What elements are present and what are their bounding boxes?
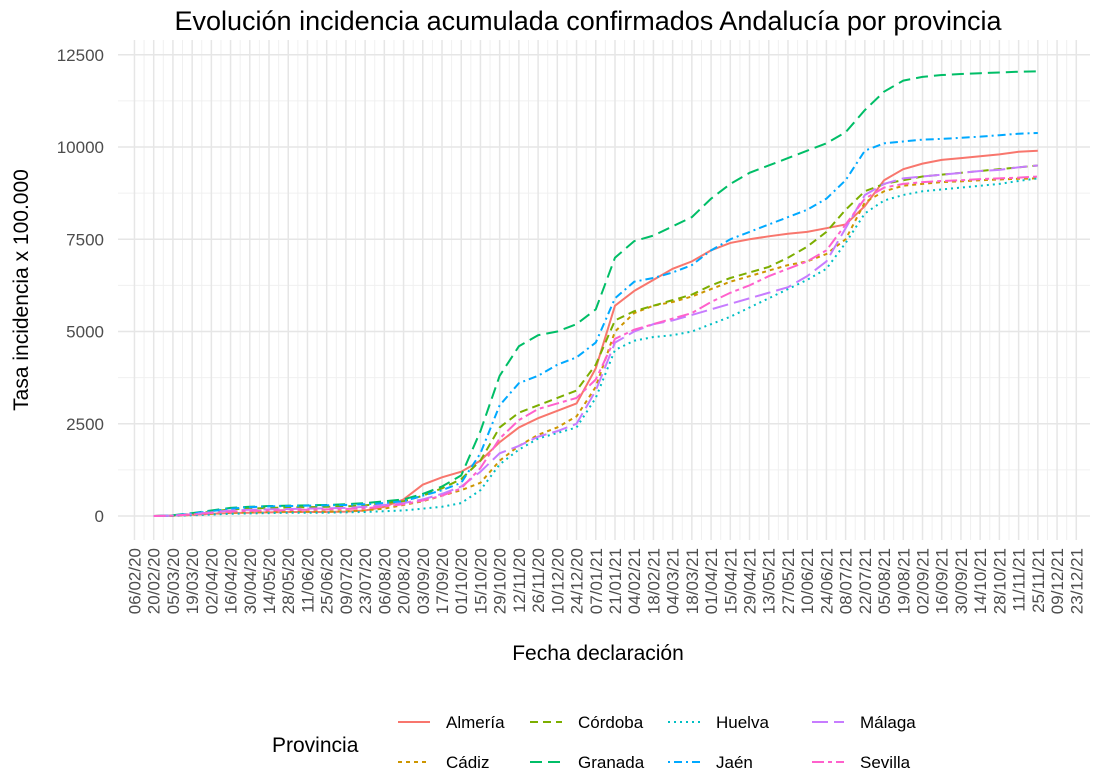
- x-tick-label: 20/08/20: [395, 548, 414, 614]
- x-tick-label: 09/07/20: [337, 548, 356, 614]
- x-tick-label: 07/01/21: [587, 548, 606, 614]
- legend-label: Jaén: [716, 753, 753, 772]
- x-tick-label: 28/05/20: [279, 548, 298, 614]
- x-tick-label: 11/11/21: [1010, 548, 1029, 612]
- x-tick-label: 09/12/21: [1048, 548, 1067, 614]
- x-tick-label: 30/04/20: [241, 548, 260, 614]
- x-tick-label: 05/08/21: [875, 548, 894, 614]
- x-tick-label: 25/06/20: [318, 548, 337, 614]
- x-tick-label: 14/05/20: [260, 548, 279, 614]
- legend-item: Sevilla: [812, 753, 911, 772]
- x-tick-label: 16/09/21: [933, 548, 952, 614]
- legend-label: Granada: [578, 753, 645, 772]
- legend-item: Huelva: [668, 713, 769, 732]
- x-tick-label: 18/02/21: [644, 548, 663, 614]
- legend-item: Málaga: [812, 713, 916, 732]
- x-tick-label: 23/07/20: [356, 548, 375, 614]
- x-tick-label: 10/12/20: [548, 548, 567, 614]
- x-tick-label: 15/10/20: [471, 548, 490, 614]
- x-tick-label: 29/10/20: [491, 548, 510, 614]
- x-tick-label: 04/03/21: [664, 548, 683, 614]
- legend-item: Granada: [530, 753, 645, 772]
- x-tick-label: 12/11/20: [510, 548, 529, 613]
- x-tick-label: 18/03/21: [683, 548, 702, 614]
- x-tick-label: 22/07/21: [856, 548, 875, 614]
- x-tick-label: 29/04/21: [741, 548, 760, 614]
- x-axis-label: Fecha declaración: [512, 642, 684, 665]
- grid: [118, 40, 1090, 540]
- x-tick-label: 06/02/20: [125, 548, 144, 614]
- series-line: [153, 177, 1038, 518]
- y-tick-label: 2500: [66, 415, 104, 434]
- legend-label: Málaga: [860, 713, 916, 732]
- legend-item: Jaén: [668, 753, 753, 772]
- x-tick-label: 30/09/21: [952, 548, 971, 614]
- x-tick-label: 03/09/20: [414, 548, 433, 614]
- legend-label: Sevilla: [860, 753, 911, 772]
- x-tick-label: 25/11/21: [1029, 548, 1048, 613]
- x-tick-label: 05/03/20: [164, 548, 183, 614]
- series-line: [153, 131, 1038, 518]
- x-tick-label: 15/04/21: [721, 548, 740, 614]
- legend-label: Cádiz: [446, 753, 489, 772]
- x-tick-label: 13/05/21: [760, 548, 779, 614]
- x-tick-label: 01/04/21: [702, 548, 721, 614]
- series-line: [153, 70, 1038, 518]
- x-tick-label: 16/04/20: [222, 548, 241, 614]
- legend-title: Provincia: [272, 734, 359, 757]
- x-tick-label: 02/04/20: [202, 548, 221, 614]
- x-tick-label: 21/01/21: [606, 548, 625, 614]
- x-tick-label: 24/12/20: [568, 548, 587, 614]
- x-tick-label: 17/09/20: [433, 548, 452, 614]
- x-tick-label: 11/06/20: [298, 548, 317, 613]
- x-tick-label: 02/09/21: [914, 548, 933, 614]
- x-tick-label: 06/08/20: [375, 548, 394, 614]
- x-tick-label: 01/10/20: [452, 548, 471, 614]
- y-tick-label: 0: [95, 507, 104, 526]
- legend-item: Córdoba: [530, 713, 644, 732]
- legend-item: Almería: [398, 713, 505, 732]
- series-line: [153, 164, 1038, 518]
- x-tick-label: 27/05/21: [779, 548, 798, 614]
- legend-item: Cádiz: [398, 753, 489, 772]
- y-tick-label: 5000: [66, 323, 104, 342]
- x-tick-label: 20/02/20: [145, 548, 164, 614]
- y-tick-label: 12500: [57, 46, 104, 65]
- x-tick-label: 04/02/21: [625, 548, 644, 614]
- x-tick-label: 19/03/20: [183, 548, 202, 614]
- legend-label: Almería: [446, 713, 505, 732]
- x-tick-label: 28/10/21: [990, 548, 1009, 614]
- x-tick-label: 24/06/21: [817, 548, 836, 614]
- y-axis-label: Tasa incidencia x 100.000: [10, 169, 33, 411]
- x-tick-label: 23/12/21: [1067, 548, 1086, 614]
- series-line: [153, 175, 1038, 518]
- chart-title: Evolución incidencia acumulada confirmad…: [175, 6, 1003, 36]
- x-tick-label: 26/11/20: [529, 548, 548, 613]
- legend-label: Huelva: [716, 713, 769, 732]
- x-tick-label: 08/07/21: [837, 548, 856, 614]
- legend-label: Córdoba: [578, 713, 644, 732]
- x-tick-label: 10/06/21: [798, 548, 817, 614]
- y-tick-label: 10000: [57, 138, 104, 157]
- x-tick-label: 19/08/21: [894, 548, 913, 614]
- series-line: [153, 164, 1038, 518]
- x-tick-label: 14/10/21: [971, 548, 990, 614]
- y-tick-label: 7500: [66, 230, 104, 249]
